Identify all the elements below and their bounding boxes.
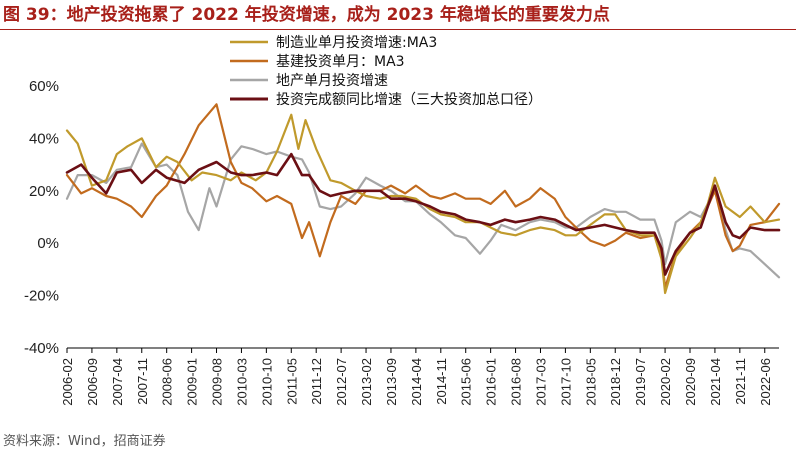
y-tick-label: 60% [29, 78, 59, 95]
x-tick-label: 2012-07 [334, 358, 349, 406]
x-tick-label: 2016-08 [509, 358, 524, 406]
x-tick-label: 2013-09 [384, 358, 399, 406]
x-tick-label: 2013-02 [359, 358, 374, 406]
x-tick-label: 2006-09 [85, 358, 100, 406]
legend-label: 制造业单月投资增速:MA3 [276, 35, 437, 51]
x-axis: 2006-02 2006-09 2007-04 2007-11 2008-06 2009-… [60, 347, 779, 406]
legend-label: 投资完成额同比增速（三大投资加总口径） [276, 92, 542, 108]
x-tick-label: 2018-12 [608, 358, 623, 406]
y-tick-label: 0% [37, 235, 59, 252]
page-title: 图 39：地产投资拖累了 2022 年投资增速，成为 2023 年稳增长的重要发… [3, 5, 610, 25]
x-tick-label: 2010-03 [234, 358, 249, 406]
x-tick-label: 2007-04 [110, 358, 125, 406]
series-line-1 [65, 113, 781, 295]
x-tick-label: 2018-05 [583, 358, 598, 406]
y-tick-label: 20% [29, 183, 59, 200]
x-tick-label: 2007-11 [135, 358, 150, 405]
line-chart: -40% -20% 0% 20% 40% 60% 2006-02 2006-09 2007-0… [24, 35, 781, 406]
x-tick-label: 2017-10 [558, 358, 573, 406]
x-tick-label: 2015-06 [459, 358, 474, 406]
x-tick-label: 2011-12 [309, 358, 324, 405]
y-tick-label: 40% [29, 130, 59, 147]
x-tick-label: 2021-04 [708, 358, 723, 406]
x-tick-label: 2009-08 [210, 358, 225, 406]
x-tick-label: 2011-05 [284, 358, 299, 405]
x-tick-label: 2014-11 [434, 358, 449, 405]
x-tick-label: 2022-06 [758, 358, 773, 406]
y-axis: -40% -20% 0% 20% 40% 60% [24, 78, 59, 357]
y-tick-label: -20% [24, 288, 59, 305]
x-tick-label: 2021-11 [733, 358, 748, 405]
series-lines [65, 103, 781, 295]
title-divider [0, 29, 796, 30]
x-tick-label: 2010-10 [259, 358, 274, 406]
series-line-4 [65, 152, 781, 276]
legend-label: 地产单月投资增速 [276, 73, 388, 89]
x-tick-label: 2009-01 [185, 358, 200, 406]
legend: 制造业单月投资增速:MA3 基建投资单月：MA3 地产单月投资增速投资完成额同比增速… [230, 35, 542, 108]
series-line-3 [65, 142, 781, 279]
source-note: 资料来源：Wind，招商证券 [3, 434, 166, 449]
x-tick-label: 2017-03 [533, 358, 548, 406]
x-tick-label: 2020-02 [658, 358, 673, 406]
x-tick-label: 2020-09 [683, 358, 698, 406]
x-tick-label: 2014-04 [409, 358, 424, 406]
y-tick-label: -40% [24, 340, 59, 357]
x-tick-label: 2008-06 [160, 358, 175, 406]
x-tick-label: 2016-01 [484, 358, 499, 406]
x-tick-label: 2019-07 [633, 358, 648, 406]
x-tick-label: 2006-02 [60, 358, 75, 406]
legend-label: 基建投资单月：MA3 [276, 53, 405, 70]
